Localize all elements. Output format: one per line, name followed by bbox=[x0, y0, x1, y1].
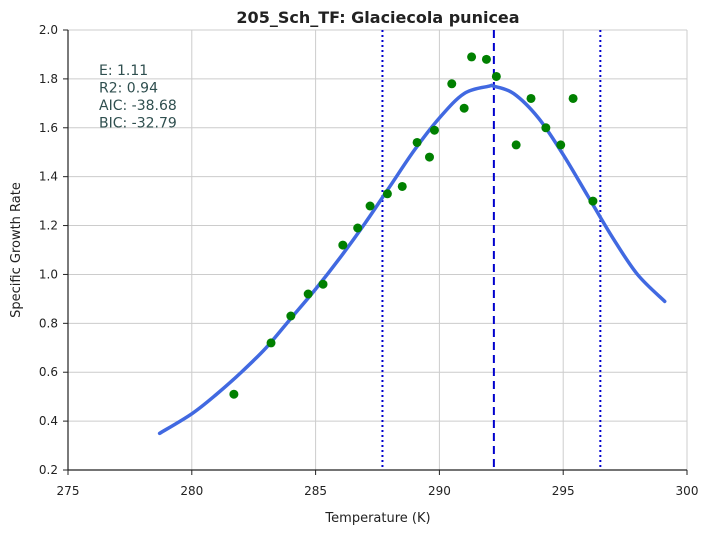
y-tick-label: 1.6 bbox=[39, 121, 58, 135]
stats-line: E: 1.11 bbox=[99, 63, 148, 79]
x-tick-label: 275 bbox=[57, 484, 80, 498]
data-point bbox=[459, 103, 469, 113]
y-tick-label: 1.0 bbox=[39, 267, 58, 281]
chart-title: 205_Sch_TF: Glaciecola punicea bbox=[236, 8, 519, 27]
y-tick-label: 0.2 bbox=[39, 463, 58, 477]
data-point bbox=[429, 125, 439, 135]
data-point bbox=[447, 79, 457, 89]
data-point bbox=[568, 93, 578, 103]
y-tick-label: 1.4 bbox=[39, 170, 58, 184]
stats-line: BIC: -32.79 bbox=[99, 116, 177, 132]
data-point bbox=[353, 223, 363, 233]
data-point bbox=[491, 71, 501, 81]
data-point bbox=[318, 279, 328, 289]
data-point bbox=[338, 240, 348, 250]
y-tick-label: 0.6 bbox=[39, 365, 58, 379]
gridlines bbox=[67, 29, 688, 471]
data-point bbox=[229, 389, 239, 399]
fit-curve-line bbox=[157, 83, 667, 436]
data-point bbox=[303, 289, 313, 299]
y-tick-label: 1.8 bbox=[39, 72, 58, 86]
stats-line: AIC: -38.68 bbox=[99, 98, 177, 114]
data-point bbox=[467, 52, 477, 62]
y-tick-label: 0.8 bbox=[39, 316, 58, 330]
data-point bbox=[266, 338, 276, 348]
y-tick-label: 0.4 bbox=[39, 414, 58, 428]
data-point bbox=[286, 311, 296, 321]
data-point bbox=[556, 140, 566, 150]
data-point bbox=[481, 54, 491, 64]
x-tick-label: 295 bbox=[552, 484, 575, 498]
data-point bbox=[526, 93, 536, 103]
x-tick-label: 290 bbox=[428, 484, 451, 498]
data-point bbox=[412, 137, 422, 147]
data-point bbox=[541, 123, 551, 133]
reference-lines bbox=[381, 30, 602, 470]
y-tick-label: 1.2 bbox=[39, 219, 58, 233]
data-points bbox=[229, 52, 598, 399]
data-point bbox=[588, 196, 598, 206]
data-point bbox=[397, 181, 407, 191]
data-point bbox=[382, 189, 392, 199]
axes bbox=[63, 29, 688, 475]
fit-curve bbox=[157, 83, 667, 436]
y-axis-label: Specific Growth Rate bbox=[9, 182, 24, 318]
data-point bbox=[365, 201, 375, 211]
tick-labels: 275 280 285 290 295 300 0.2 0.4 0.6 0.8 1.0 1.2 1.4 1… bbox=[39, 23, 699, 498]
stats-line: R2: 0.94 bbox=[99, 81, 158, 97]
y-tick-label: 2.0 bbox=[39, 23, 58, 37]
x-tick-label: 280 bbox=[180, 484, 203, 498]
data-point bbox=[511, 140, 521, 150]
data-point bbox=[424, 152, 434, 162]
x-tick-label: 300 bbox=[676, 484, 699, 498]
x-axis-label: Temperature (K) bbox=[324, 511, 430, 526]
x-tick-label: 285 bbox=[304, 484, 327, 498]
